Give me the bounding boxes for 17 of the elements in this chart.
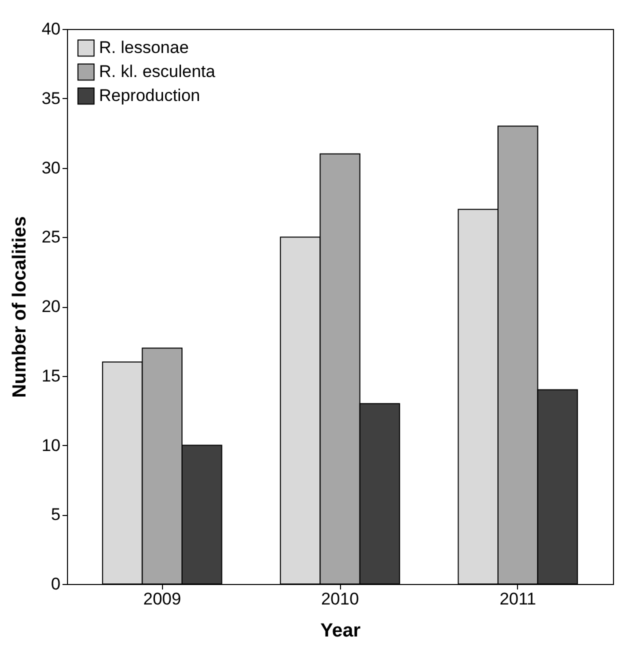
x-tick-label: 2010 bbox=[321, 590, 359, 608]
y-tick-label: 10 bbox=[42, 436, 60, 455]
y-tick-label: 40 bbox=[42, 20, 60, 38]
x-tick-label: 2009 bbox=[143, 590, 182, 608]
y-tick-label: 25 bbox=[42, 228, 60, 247]
y-tick-label: 0 bbox=[51, 574, 60, 594]
x-tick-label: 2011 bbox=[500, 590, 536, 608]
y-tick-label: 30 bbox=[42, 158, 60, 178]
legend-label: R. lessonae bbox=[99, 38, 189, 57]
legend-label: R. kl. esculenta bbox=[99, 62, 216, 81]
legend-label: Reproduction bbox=[99, 86, 200, 105]
y-tick-label: 5 bbox=[51, 505, 60, 524]
y-tick-label: 20 bbox=[42, 297, 60, 316]
x-axis-title: Year bbox=[320, 620, 362, 642]
y-tick-label: 15 bbox=[42, 366, 60, 386]
y-axis-title: Number of localities bbox=[10, 216, 31, 398]
y-tick-label: 35 bbox=[42, 88, 60, 108]
